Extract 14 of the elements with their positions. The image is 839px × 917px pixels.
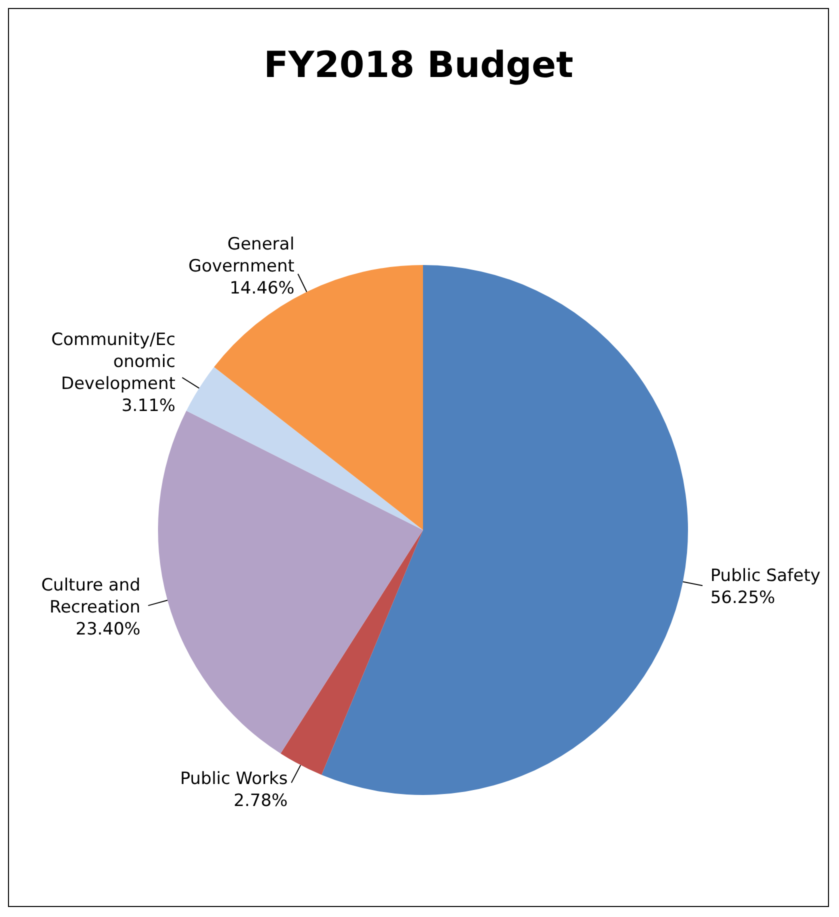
data-label: 56.25% — [710, 588, 776, 608]
data-label: 3.11% — [121, 396, 176, 416]
pie-slice — [158, 410, 423, 754]
chart-title: FY2018 Budget — [262, 45, 574, 88]
slice-label: Public Safety — [710, 566, 820, 586]
slice-label: General Government — [188, 234, 295, 277]
data-label: 23.40% — [76, 620, 140, 640]
pie-slice — [322, 265, 688, 795]
slice-label: Public Works — [180, 768, 288, 789]
slice-label: Culture and Recreation — [41, 576, 140, 618]
slice-label: Community/Economic Development — [51, 330, 176, 394]
pie-slice — [186, 367, 423, 530]
data-label: 2.78% — [234, 790, 288, 811]
data-label: 14.46% — [230, 278, 294, 299]
